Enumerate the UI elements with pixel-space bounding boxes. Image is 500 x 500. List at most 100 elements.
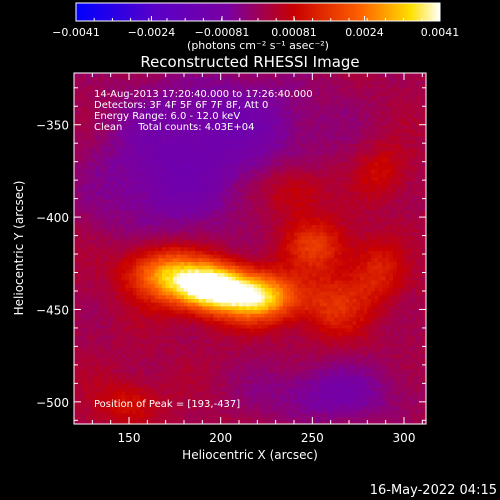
- heatmap-cell: [125, 91, 130, 96]
- heatmap-cell: [158, 401, 163, 407]
- heatmap-cell: [209, 194, 214, 200]
- heatmap-cell: [129, 235, 134, 240]
- heatmap-cell: [217, 246, 222, 251]
- heatmap-cell: [253, 268, 258, 274]
- heatmap-cell: [184, 254, 189, 259]
- heatmap-cell: [132, 261, 137, 266]
- heatmap-cell: [74, 224, 79, 229]
- heatmap-cell: [257, 146, 262, 152]
- heatmap-cell: [191, 228, 196, 233]
- heatmap-cell: [224, 250, 229, 255]
- heatmap-cell: [154, 394, 159, 399]
- heatmap-cell: [231, 416, 236, 421]
- heatmap-cell: [198, 231, 203, 237]
- heatmap-cell: [173, 73, 178, 78]
- heatmap-cell: [132, 298, 137, 303]
- heatmap-cell: [261, 157, 266, 163]
- heatmap-cell: [118, 202, 123, 207]
- heatmap-cell: [206, 298, 211, 303]
- heatmap-cell: [99, 98, 104, 104]
- heatmap-cell: [74, 276, 79, 281]
- heatmap-cell: [85, 398, 90, 403]
- heatmap-cell: [191, 302, 196, 307]
- heatmap-cell: [169, 172, 174, 178]
- heatmap-cell: [107, 213, 112, 218]
- heatmap-cell: [176, 139, 181, 144]
- heatmap-cell: [235, 379, 240, 384]
- heatmap-cell: [103, 165, 108, 170]
- heatmap-cell: [184, 320, 189, 325]
- heatmap-cell: [85, 172, 90, 178]
- heatmap-cell: [209, 302, 214, 307]
- heatmap-cell: [176, 242, 181, 248]
- heatmap-cell: [151, 361, 156, 366]
- heatmap-cell: [180, 242, 185, 248]
- heatmap-cell: [253, 279, 258, 285]
- heatmap-cell: [81, 231, 86, 237]
- heatmap-cell: [107, 316, 112, 322]
- heatmap-cell: [99, 84, 104, 89]
- heatmap-cell: [147, 246, 152, 251]
- heatmap-cell: [180, 161, 185, 166]
- heatmap-cell: [107, 331, 112, 336]
- heatmap-cell: [129, 375, 134, 381]
- heatmap-cell: [88, 176, 93, 181]
- heatmap-cell: [198, 194, 203, 200]
- heatmap-cell: [96, 124, 101, 130]
- heatmap-cell: [173, 276, 178, 281]
- heatmap-cell: [110, 180, 115, 185]
- heatmap-cell: [228, 139, 233, 144]
- heatmap-cell: [154, 412, 159, 418]
- heatmap-cell: [206, 213, 211, 218]
- heatmap-cell: [242, 183, 247, 189]
- heatmap-cell: [103, 169, 108, 174]
- heatmap-cell: [129, 305, 134, 311]
- heatmap-cell: [136, 206, 141, 211]
- heatmap-cell: [154, 113, 159, 118]
- heatmap-cell: [107, 279, 112, 285]
- heatmap-cell: [132, 294, 137, 299]
- heatmap-cell: [110, 246, 115, 251]
- heatmap-cell: [228, 154, 233, 159]
- heatmap-cell: [209, 246, 214, 251]
- heatmap-cell: [173, 135, 178, 141]
- heatmap-cell: [140, 368, 145, 373]
- heatmap-cell: [261, 335, 266, 340]
- heatmap-cell: [81, 320, 86, 325]
- heatmap-cell: [206, 331, 211, 336]
- heatmap-cell: [235, 172, 240, 178]
- heatmap-cell: [239, 398, 244, 403]
- heatmap-cell: [140, 335, 145, 340]
- heatmap-cell: [209, 73, 214, 78]
- heatmap-cell: [129, 84, 134, 89]
- heatmap-cell: [246, 121, 251, 126]
- heatmap-cell: [147, 169, 152, 174]
- heatmap-cell: [74, 290, 79, 296]
- heatmap-cell: [253, 161, 258, 166]
- heatmap-cell: [213, 287, 218, 292]
- heatmap-cell: [121, 379, 126, 384]
- heatmap-cell: [88, 102, 93, 107]
- heatmap-cell: [209, 239, 214, 244]
- heatmap-cell: [96, 313, 101, 318]
- heatmap-cell: [209, 143, 214, 148]
- heatmap-cell: [180, 176, 185, 181]
- heatmap-cell: [99, 342, 104, 348]
- heatmap-cell: [246, 150, 251, 155]
- heatmap-cell: [132, 95, 137, 100]
- heatmap-cell: [121, 217, 126, 222]
- heatmap-cell: [158, 157, 163, 163]
- heatmap-cell: [231, 198, 236, 203]
- heatmap-cell: [125, 287, 130, 292]
- heatmap-cell: [151, 416, 156, 421]
- heatmap-cell: [158, 121, 163, 126]
- heatmap-cell: [191, 254, 196, 259]
- heatmap-cell: [103, 401, 108, 407]
- heatmap-cell: [180, 146, 185, 152]
- heatmap-cell: [151, 220, 156, 226]
- heatmap-cell: [165, 383, 170, 388]
- heatmap-cell: [184, 420, 189, 425]
- heatmap-cell: [147, 405, 152, 410]
- heatmap-cell: [257, 165, 262, 170]
- heatmap-cell: [107, 98, 112, 104]
